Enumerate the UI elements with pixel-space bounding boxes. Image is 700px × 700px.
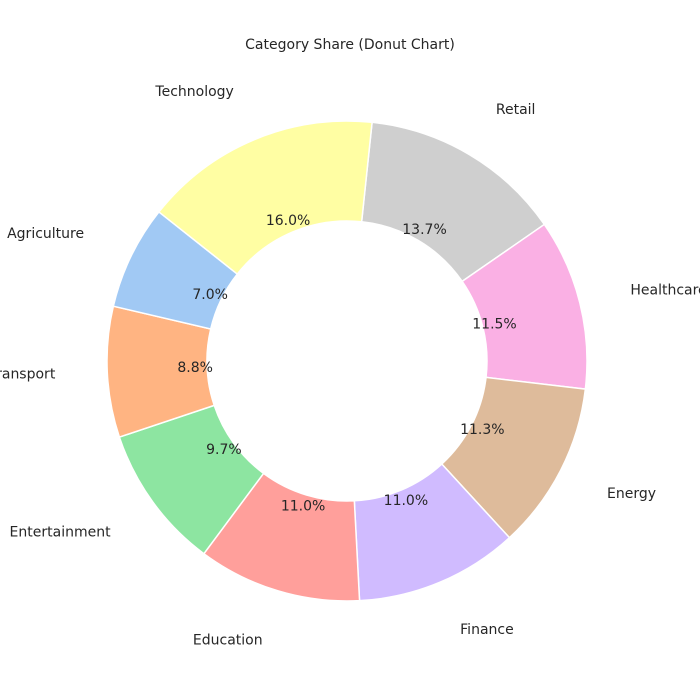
value-label-healthcare: 11.5%: [472, 316, 516, 332]
category-label-energy: Energy: [607, 486, 656, 502]
labels-layer: 13.7% Retail 11.5% Healthcare 11.3% Energy 11.…: [0, 84, 700, 649]
category-label-education: Education: [193, 633, 263, 649]
category-label-entertainment: Entertainment: [10, 524, 112, 540]
value-label-finance: 11.0%: [384, 493, 428, 509]
value-label-technology: 16.0%: [266, 213, 310, 229]
category-label-transport: Transport: [0, 366, 56, 382]
value-label-entertainment: 9.7%: [206, 442, 242, 458]
category-label-retail: Retail: [496, 102, 536, 118]
value-label-transport: 8.8%: [177, 360, 213, 376]
category-label-finance: Finance: [460, 622, 514, 638]
slice-technology: [157, 120, 373, 276]
value-label-retail: 13.7%: [402, 222, 446, 238]
value-label-energy: 11.3%: [460, 422, 504, 438]
category-label-technology: Technology: [154, 84, 233, 100]
value-label-agriculture: 7.0%: [192, 287, 228, 303]
chart-title: Category Share (Donut Chart): [245, 37, 455, 53]
category-label-healthcare: Healthcare: [630, 282, 700, 298]
value-label-education: 11.0%: [281, 499, 325, 515]
category-label-agriculture: Agriculture: [7, 226, 84, 242]
slices-layer: [106, 120, 588, 602]
